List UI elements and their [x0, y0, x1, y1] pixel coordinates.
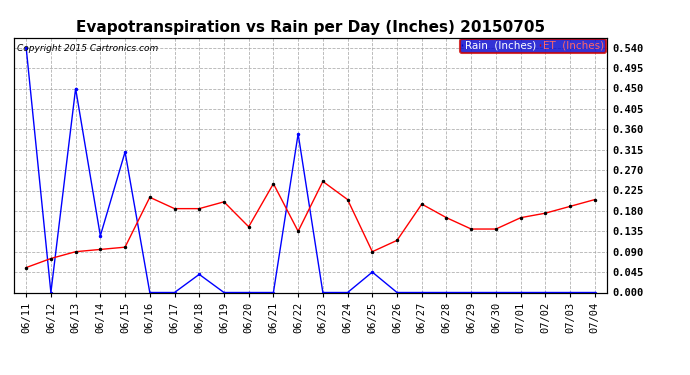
Text: Copyright 2015 Cartronics.com: Copyright 2015 Cartronics.com: [17, 44, 158, 53]
Legend: Rain  (Inches), ET  (Inches): Rain (Inches), ET (Inches): [460, 39, 606, 53]
Title: Evapotranspiration vs Rain per Day (Inches) 20150705: Evapotranspiration vs Rain per Day (Inch…: [76, 20, 545, 35]
